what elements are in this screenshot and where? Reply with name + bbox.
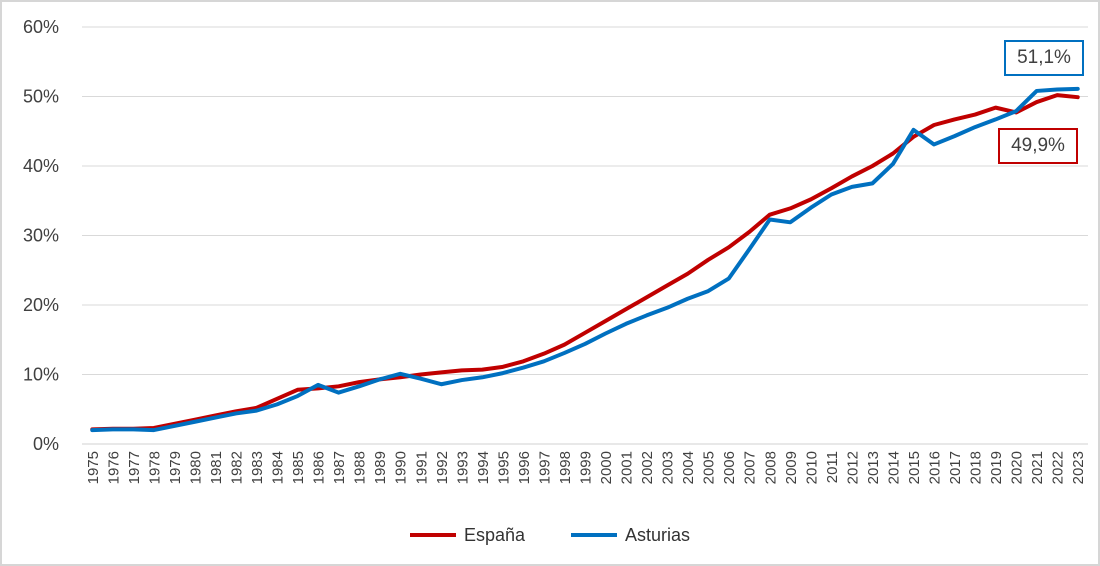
x-tick-label: 2009 — [783, 451, 800, 484]
y-tick-label: 10% — [23, 365, 59, 385]
x-tick-label: 2013 — [865, 451, 882, 484]
espana-legend-label: España — [463, 524, 526, 545]
y-tick-label: 30% — [23, 226, 59, 246]
asturias-legend-label: Asturias — [625, 524, 691, 545]
x-tick-label: 2022 — [1050, 451, 1067, 484]
x-tick-label: 2012 — [844, 451, 861, 484]
x-tick-label: 1988 — [352, 451, 369, 484]
x-tick-label: 2007 — [742, 451, 759, 484]
x-tick-label: 1991 — [413, 451, 430, 484]
x-tick-label: 2006 — [721, 451, 738, 484]
x-tick-label: 2015 — [906, 451, 923, 484]
x-tick-label: 2019 — [988, 451, 1005, 484]
x-tick-label: 1979 — [167, 451, 184, 484]
x-tick-label: 1978 — [146, 451, 163, 484]
legend-item-espana: España — [409, 524, 526, 546]
x-tick-label: 1986 — [311, 451, 328, 484]
x-tick-label: 2014 — [885, 451, 902, 484]
x-tick-label: 1984 — [270, 451, 287, 484]
x-tick-label: 2018 — [968, 451, 985, 484]
x-tick-label: 1985 — [290, 451, 307, 484]
x-tick-label: 1990 — [393, 451, 410, 484]
x-tick-label: 2016 — [927, 451, 944, 484]
espana-value-callout: 49,9% — [998, 128, 1078, 164]
x-tick-label: 1999 — [578, 451, 595, 484]
asturias-line — [90, 86, 1080, 433]
x-tick-label: 1992 — [434, 451, 451, 484]
x-tick-label: 1996 — [516, 451, 533, 484]
x-tick-label: 2004 — [680, 451, 697, 484]
x-tick-label: 1983 — [249, 451, 266, 484]
x-tick-label: 2005 — [701, 451, 718, 484]
x-tick-label: 2000 — [598, 451, 615, 484]
x-tick-label: 2021 — [1029, 451, 1046, 484]
x-tick-label: 1976 — [105, 451, 122, 484]
x-tick-label: 1982 — [228, 451, 245, 484]
x-tick-label: 1981 — [208, 451, 225, 484]
x-tick-label: 1997 — [536, 451, 553, 484]
x-tick-label: 1995 — [495, 451, 512, 484]
y-tick-label: 50% — [23, 87, 59, 107]
x-tick-label: 2001 — [619, 451, 636, 484]
x-tick-label: 1993 — [454, 451, 471, 484]
x-tick-label: 1998 — [557, 451, 574, 484]
espana-value-label: 49,9% — [1011, 135, 1065, 156]
x-tick-label: 1975 — [85, 451, 102, 484]
x-tick-label: 2020 — [1009, 451, 1026, 484]
x-tick-label: 2017 — [947, 451, 964, 484]
y-tick-label: 20% — [23, 295, 59, 315]
x-tick-label: 1977 — [126, 451, 143, 484]
espana-line-swatch — [409, 533, 456, 537]
x-tick-label: 2011 — [824, 451, 841, 483]
y-tick-label: 0% — [33, 434, 59, 454]
espana-line — [90, 93, 1080, 432]
x-tick-label: 1994 — [475, 451, 492, 484]
x-tick-label: 1980 — [187, 451, 204, 484]
x-tick-label: 2003 — [660, 451, 677, 484]
y-tick-label: 60% — [23, 17, 59, 37]
legend: España Asturias — [2, 520, 1098, 550]
asturias-value-label: 51,1% — [1017, 47, 1071, 68]
x-tick-label: 2008 — [762, 451, 779, 484]
x-tick-label: 1989 — [372, 451, 389, 484]
x-tick-label: 2010 — [803, 451, 820, 484]
x-tick-label: 1987 — [331, 451, 348, 484]
x-tick-label: 2002 — [639, 451, 656, 484]
asturias-value-callout: 51,1% — [1004, 40, 1084, 76]
y-tick-label: 40% — [23, 156, 59, 176]
asturias-line-swatch — [571, 533, 618, 537]
legend-item-asturias: Asturias — [571, 525, 690, 546]
x-tick-label: 2023 — [1070, 451, 1087, 484]
